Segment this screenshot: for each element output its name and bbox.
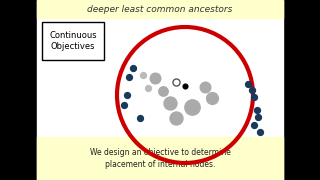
Bar (42, 22, 104, 60)
Bar (37, 137, 283, 180)
Text: We design an objective to determine
placement of internal nodes.: We design an objective to determine plac… (90, 148, 230, 169)
Bar (37, 0, 283, 180)
Bar (37, 0, 283, 18)
Text: deeper least common ancestors: deeper least common ancestors (87, 4, 233, 14)
Text: Continuous
Objectives: Continuous Objectives (49, 31, 97, 51)
